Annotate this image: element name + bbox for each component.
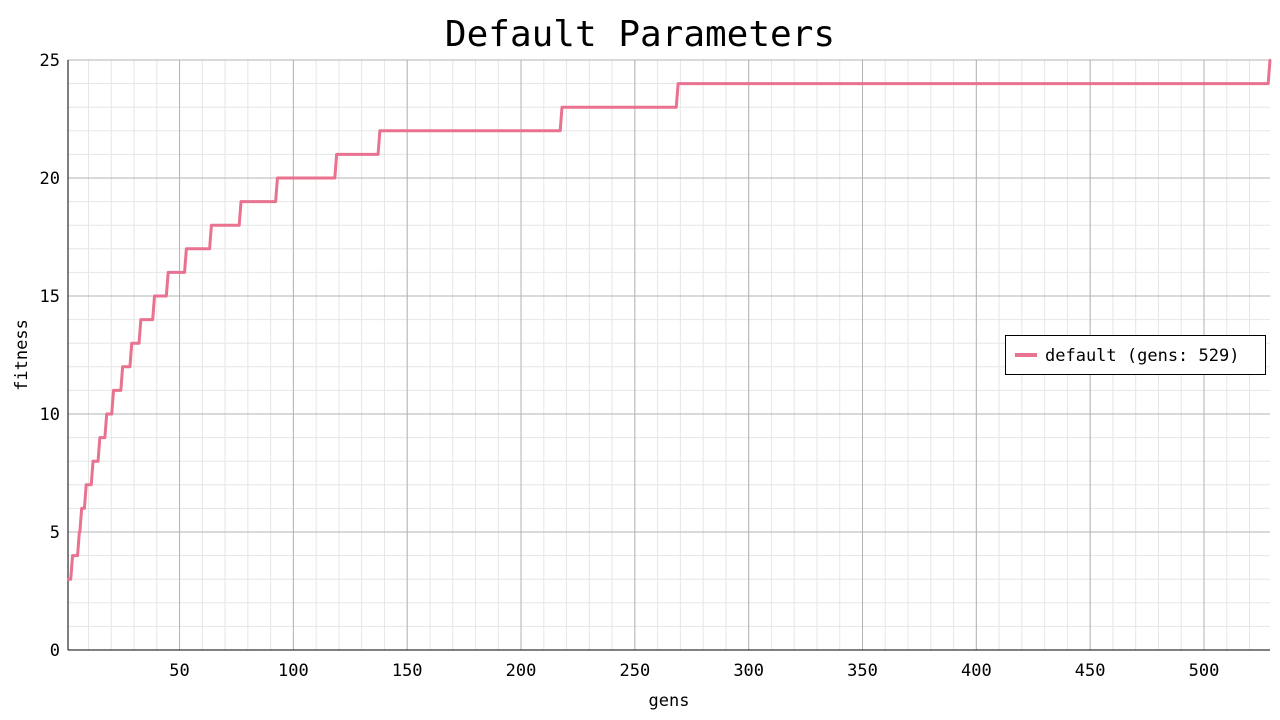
data-point	[91, 460, 95, 463]
x-tick-label: 150	[392, 661, 423, 681]
x-tick-label: 450	[1075, 661, 1106, 681]
data-point	[378, 129, 382, 132]
x-tick-label: 300	[733, 661, 764, 681]
data-point	[166, 271, 170, 274]
legend: default (gens: 529)	[1005, 335, 1266, 375]
y-tick-label: 10	[40, 405, 60, 425]
data-point	[112, 389, 115, 392]
data-point	[1268, 58, 1272, 62]
x-tick-label: 250	[619, 661, 650, 681]
data-point	[335, 153, 338, 156]
x-tick-label: 200	[506, 661, 537, 681]
y-axis-label: fitness	[12, 319, 32, 391]
data-point	[98, 436, 102, 439]
axes	[67, 60, 1270, 651]
minor-grid	[68, 59, 1270, 651]
x-tick-label: 500	[1189, 661, 1220, 681]
data-point	[85, 483, 88, 486]
data-point	[676, 82, 680, 85]
data-point	[560, 106, 564, 109]
y-tick-label: 5	[50, 523, 60, 543]
data-point	[130, 342, 133, 345]
y-tick-label: 25	[40, 51, 60, 71]
data-point	[210, 224, 213, 227]
data-point	[121, 365, 124, 368]
chart-title: Default Parameters	[445, 14, 835, 55]
x-tick-label: 350	[847, 661, 878, 681]
data-point	[139, 318, 143, 321]
x-tick-label: 100	[278, 661, 309, 681]
data-point	[80, 507, 83, 510]
data-point	[185, 247, 188, 250]
data-point	[78, 530, 81, 534]
data-point	[276, 176, 279, 180]
y-tick-label: 20	[40, 169, 60, 189]
x-tick-label: 400	[961, 661, 992, 681]
data-point	[153, 294, 156, 298]
data-point	[105, 412, 108, 416]
y-tick-label: 0	[50, 641, 60, 661]
y-tick-label: 15	[40, 287, 60, 307]
x-axis-label: gens	[649, 691, 690, 711]
series-layer	[66, 58, 1272, 581]
data-point	[66, 578, 70, 581]
data-point	[239, 200, 243, 203]
data-point	[71, 554, 74, 557]
legend-entry-label: default (gens: 529)	[1045, 346, 1239, 366]
tick-labels: 50 100 150 200 250 300 350 400 450 500 0 5 10 15 20 25	[40, 51, 1220, 681]
legend-box	[1005, 335, 1266, 375]
x-tick-label: 50	[169, 661, 189, 681]
